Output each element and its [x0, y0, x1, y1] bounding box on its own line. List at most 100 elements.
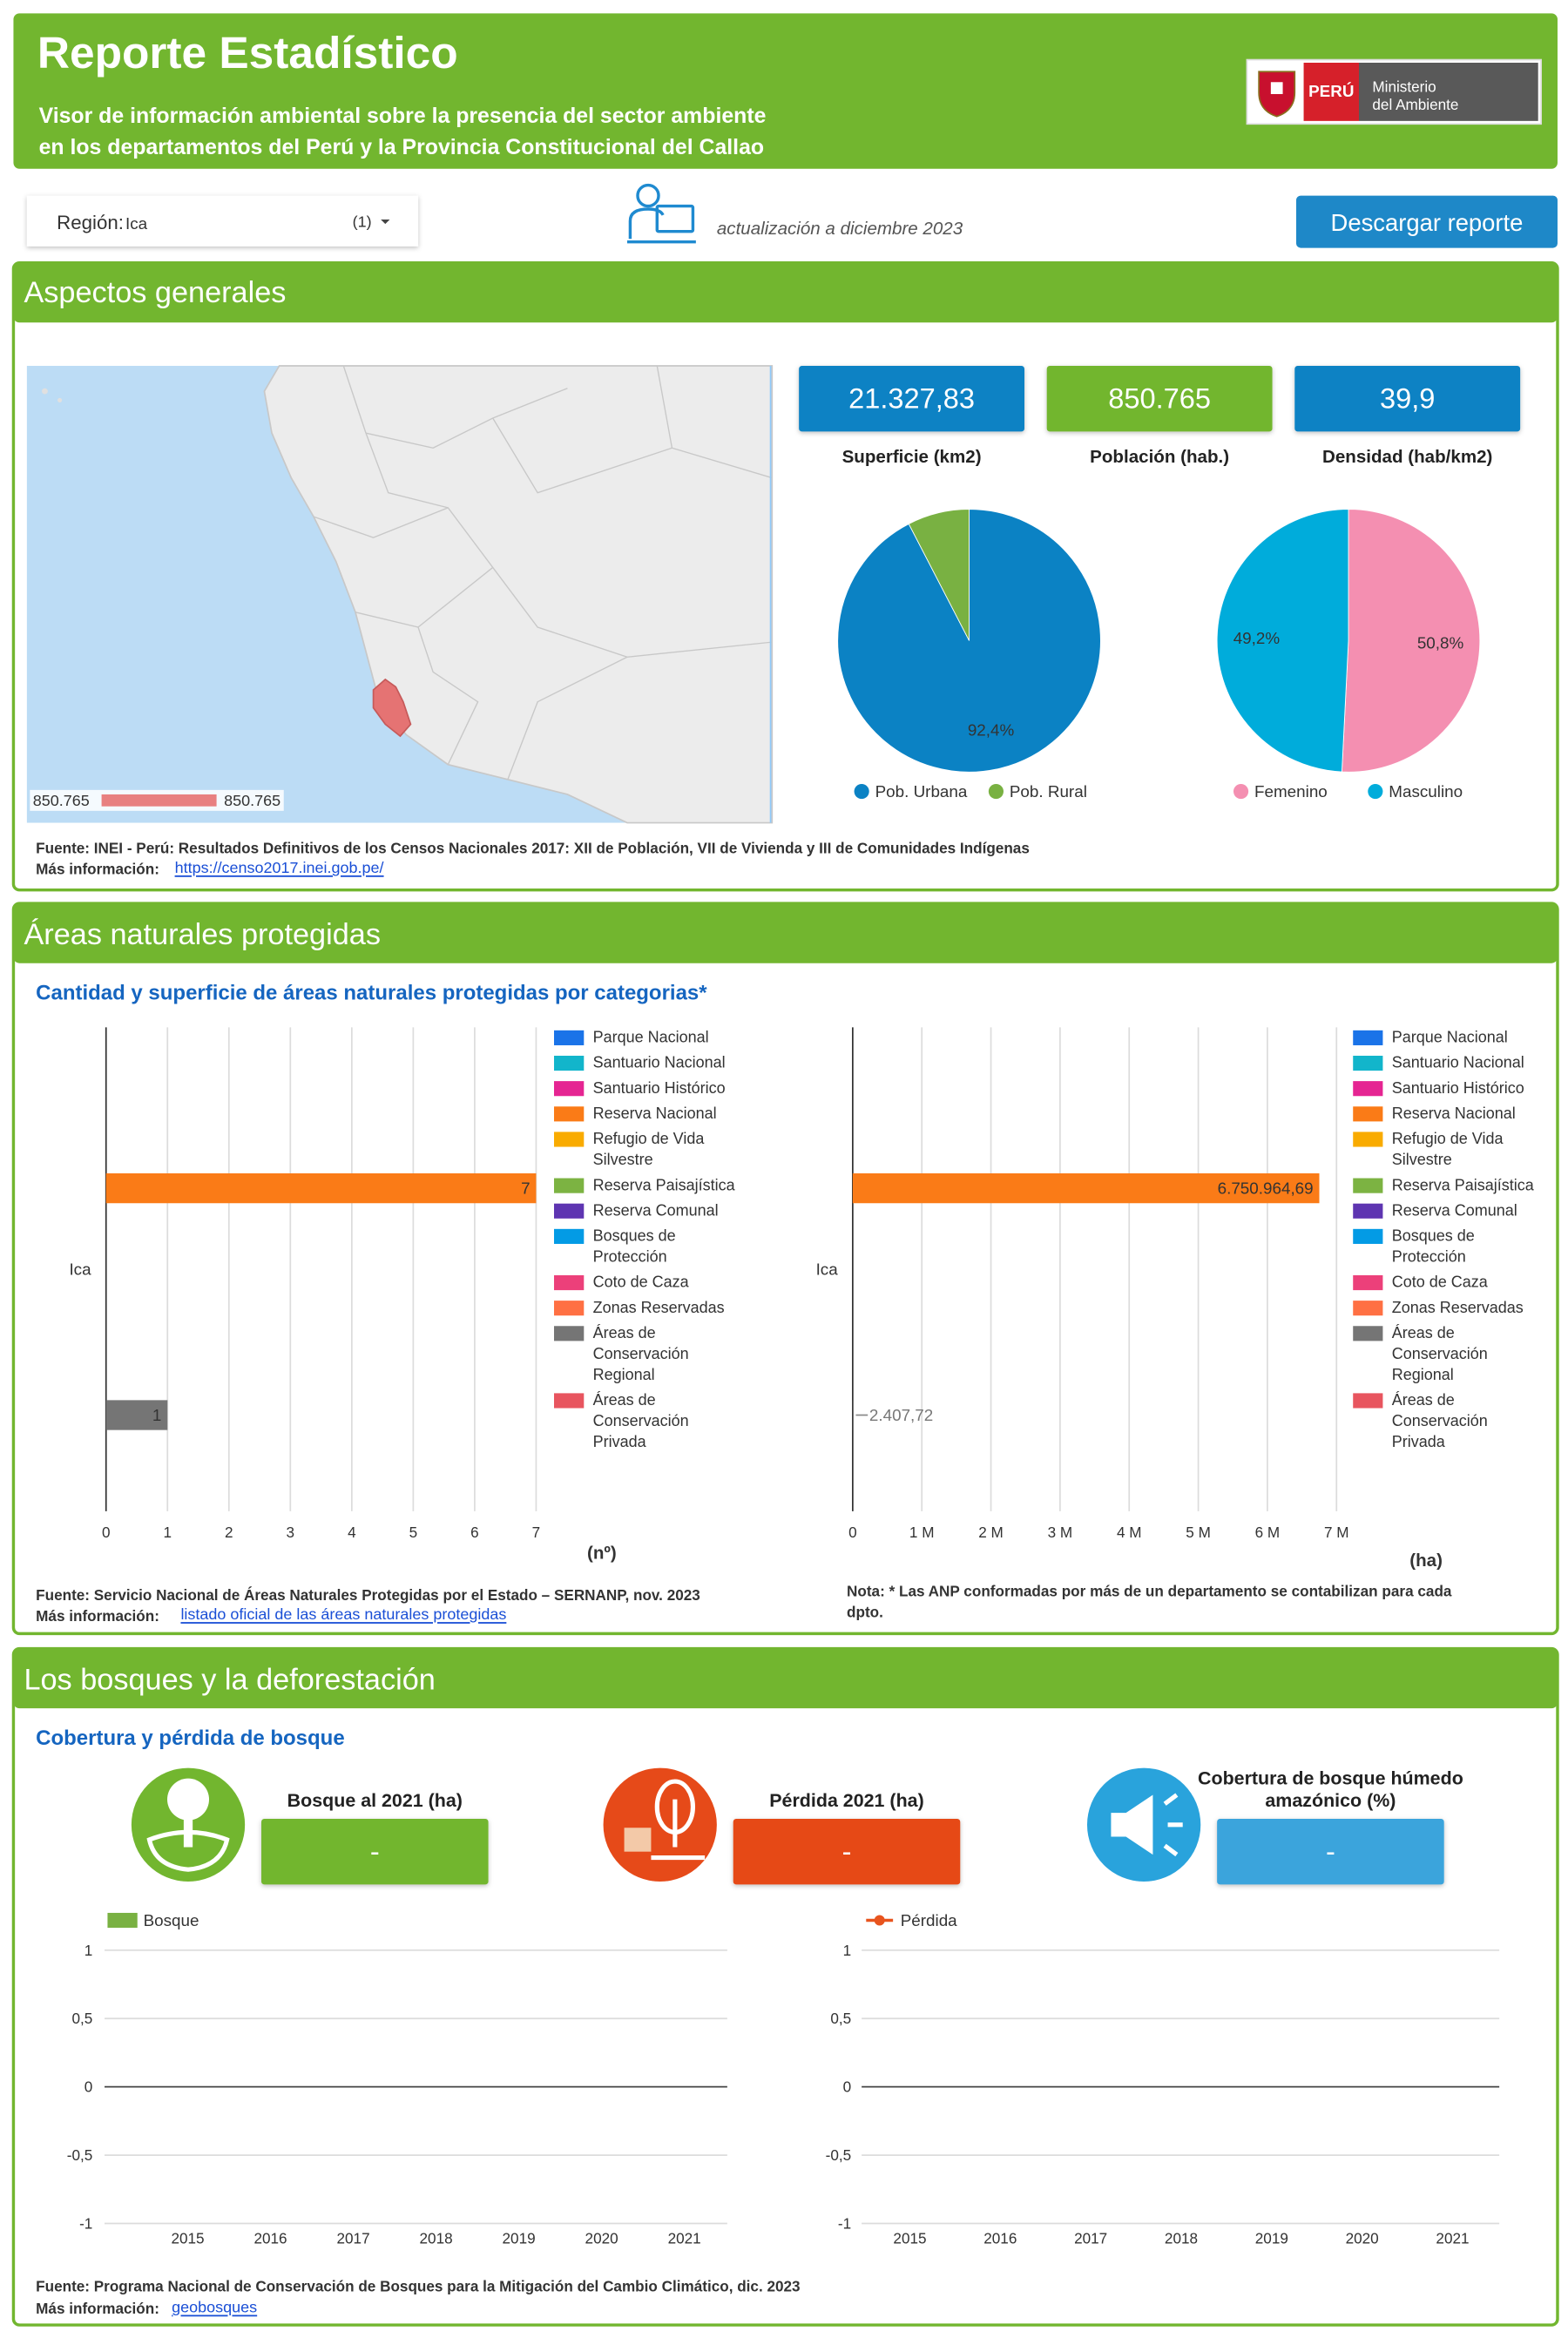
- logo-ministry: del Ambiente: [1372, 96, 1458, 113]
- logo-ministry: Ministerio: [1372, 78, 1436, 95]
- legend-swatch: [854, 783, 869, 800]
- x-tick-label: 2017: [1074, 2230, 1107, 2247]
- pie-label: 50,8%: [1417, 634, 1464, 652]
- legend-item: Reserva Paisajística: [554, 1175, 745, 1196]
- map-island: [42, 388, 48, 395]
- section-title: Aspectos generales: [24, 276, 286, 309]
- logo-red: [1303, 62, 1359, 121]
- x-tick-label: 2020: [1346, 2230, 1379, 2247]
- legend-label: Santuario Histórico: [592, 1079, 726, 1098]
- bar-label: 6.750.964,69: [1218, 1179, 1314, 1198]
- dropdown-count: (1): [353, 213, 372, 231]
- bar-chart: 1 0,5 0 -0,5 -1 2015 2016 2017 2018 2019 2020 2021 B…: [67, 1911, 727, 2247]
- dropdown-box[interactable]: [26, 195, 419, 247]
- pie-slice: [1341, 509, 1481, 773]
- legend-label: Pob. Rural: [1010, 782, 1087, 801]
- map: 850.765 850.765: [26, 365, 774, 824]
- pie-label: 92,4%: [968, 721, 1015, 740]
- region-dropdown[interactable]: Región: Ica (1): [26, 195, 419, 247]
- more-info-link[interactable]: https://censo2017.inei.gob.pe/: [175, 859, 384, 876]
- x-axis-title: (ha): [1409, 1551, 1443, 1571]
- legend-swatch: [1368, 783, 1383, 800]
- legend-item: Reserva Nacional: [1353, 1104, 1544, 1125]
- icon-screen: [655, 204, 695, 233]
- kpi-box: [1217, 1818, 1444, 1885]
- legend-item: Áreas de Conservación Privada: [554, 1390, 745, 1453]
- more-info-link[interactable]: listado oficial de las áreas naturales p…: [180, 1605, 506, 1623]
- kpi-box: [733, 1818, 961, 1885]
- legend: Parque Nacional Santuario Nacional Santuar…: [554, 1029, 745, 1453]
- legend-label: Santuario Nacional: [592, 1054, 726, 1072]
- logo-shield-detail: [1270, 82, 1283, 94]
- x-tick-label: 2016: [253, 2230, 287, 2247]
- y-tick-label: 0,5: [71, 2010, 92, 2027]
- section-title: Los bosques y la deforestación: [24, 1664, 435, 1697]
- map-borders: [313, 365, 773, 780]
- bar-label: 7: [521, 1179, 530, 1198]
- legend-label: Coto de Caza: [1391, 1274, 1488, 1292]
- pie-label: 49,2%: [1233, 629, 1281, 647]
- report-subtitle: Visor de información ambiental sobre la …: [39, 105, 767, 128]
- legend-item: Áreas de Conservación Regional: [554, 1323, 745, 1386]
- legend-label: Reserva Comunal: [592, 1201, 719, 1220]
- icon-earth: [146, 1829, 230, 1872]
- x-tick-label: 2021: [1436, 2230, 1469, 2247]
- x-tick-label: 6: [470, 1524, 479, 1541]
- kpi-value: -: [370, 1836, 380, 1868]
- logo-gray: [1358, 62, 1538, 121]
- legend-item: Refugio de Vida Silvestre: [554, 1129, 745, 1171]
- loss-icon: [603, 1767, 717, 1882]
- bar: [105, 1400, 168, 1430]
- legend-swatch: [1353, 1055, 1383, 1071]
- legend-swatch: [554, 1106, 585, 1122]
- section-subtitle: Cobertura y pérdida de bosque: [36, 1726, 345, 1750]
- forest-icon: [131, 1767, 246, 1882]
- kpi-label: Población (hab.): [1090, 447, 1229, 467]
- legend-label: Áreas de Conservación Regional: [592, 1324, 689, 1385]
- kpi-label-box: Bosque al 2021 (ha): [287, 1790, 463, 1811]
- kpi-value: 21.327,83: [848, 383, 975, 415]
- map-island: [57, 397, 63, 402]
- legend-item: Reserva Comunal: [554, 1200, 745, 1221]
- kpi-label: Cobertura de bosque húmedo amazónico (%): [1198, 1767, 1463, 1812]
- x-tick-label: 0: [102, 1524, 111, 1541]
- legend-item: Refugio de Vida Silvestre: [1353, 1129, 1544, 1171]
- y-tick-label: -0,5: [826, 2146, 852, 2164]
- legend-item: Parque Nacional: [1353, 1027, 1544, 1048]
- kpi-box: [799, 365, 1024, 432]
- kpi-value: -: [842, 1836, 852, 1868]
- kpi-value: 39,9: [1380, 383, 1435, 415]
- legend-label: Reserva Comunal: [1391, 1201, 1517, 1220]
- dropdown-label: Región:: [57, 212, 124, 233]
- legend-swatch: [1353, 1132, 1383, 1147]
- legend-swatch: [554, 1274, 585, 1291]
- more-info-link[interactable]: geobosques: [172, 2299, 257, 2316]
- y-tick-label: Ica: [816, 1260, 839, 1279]
- legend-label: Bosque: [144, 1911, 199, 1929]
- more-info-label: Más información:: [36, 1607, 159, 1625]
- logo: PERÚ Ministerio del Ambiente: [1246, 58, 1542, 125]
- bar-label: 2.407,72: [869, 1406, 933, 1424]
- bar-chart: 0 1 M 2 M 3 M 4 M 5 M 6 M 7 M (ha) Ica 6.750.964,6…: [816, 1027, 1544, 1571]
- legend-swatch: [1353, 1393, 1383, 1409]
- legend-item: Reserva Nacional: [554, 1104, 745, 1125]
- legend-label: Pérdida: [901, 1911, 957, 1929]
- legend-swatch: [1353, 1301, 1383, 1316]
- button-box[interactable]: [1295, 195, 1558, 248]
- more-info-label: Más información:: [36, 2300, 159, 2317]
- x-tick-label: 7 M: [1324, 1524, 1349, 1541]
- kpi-value: 850.765: [1108, 383, 1211, 415]
- legend-label: Femenino: [1254, 782, 1328, 801]
- x-tick-label: 2019: [503, 2230, 536, 2247]
- download-button[interactable]: Descargar reporte: [1295, 195, 1558, 248]
- kpi-box: [1046, 365, 1273, 432]
- legend-label: Refugio de Vida Silvestre: [592, 1130, 705, 1170]
- legend-label: Zonas Reservadas: [1391, 1299, 1524, 1317]
- legend-label: Pob. Urbana: [875, 782, 968, 801]
- legend-label: Reserva Paisajística: [1391, 1176, 1534, 1195]
- legend-item: Reserva Comunal: [1353, 1200, 1544, 1221]
- pie-slice: [908, 509, 970, 641]
- legend-swatch: [1353, 1106, 1383, 1122]
- icon-head: [636, 183, 660, 208]
- legend-item: Coto de Caza: [554, 1273, 745, 1294]
